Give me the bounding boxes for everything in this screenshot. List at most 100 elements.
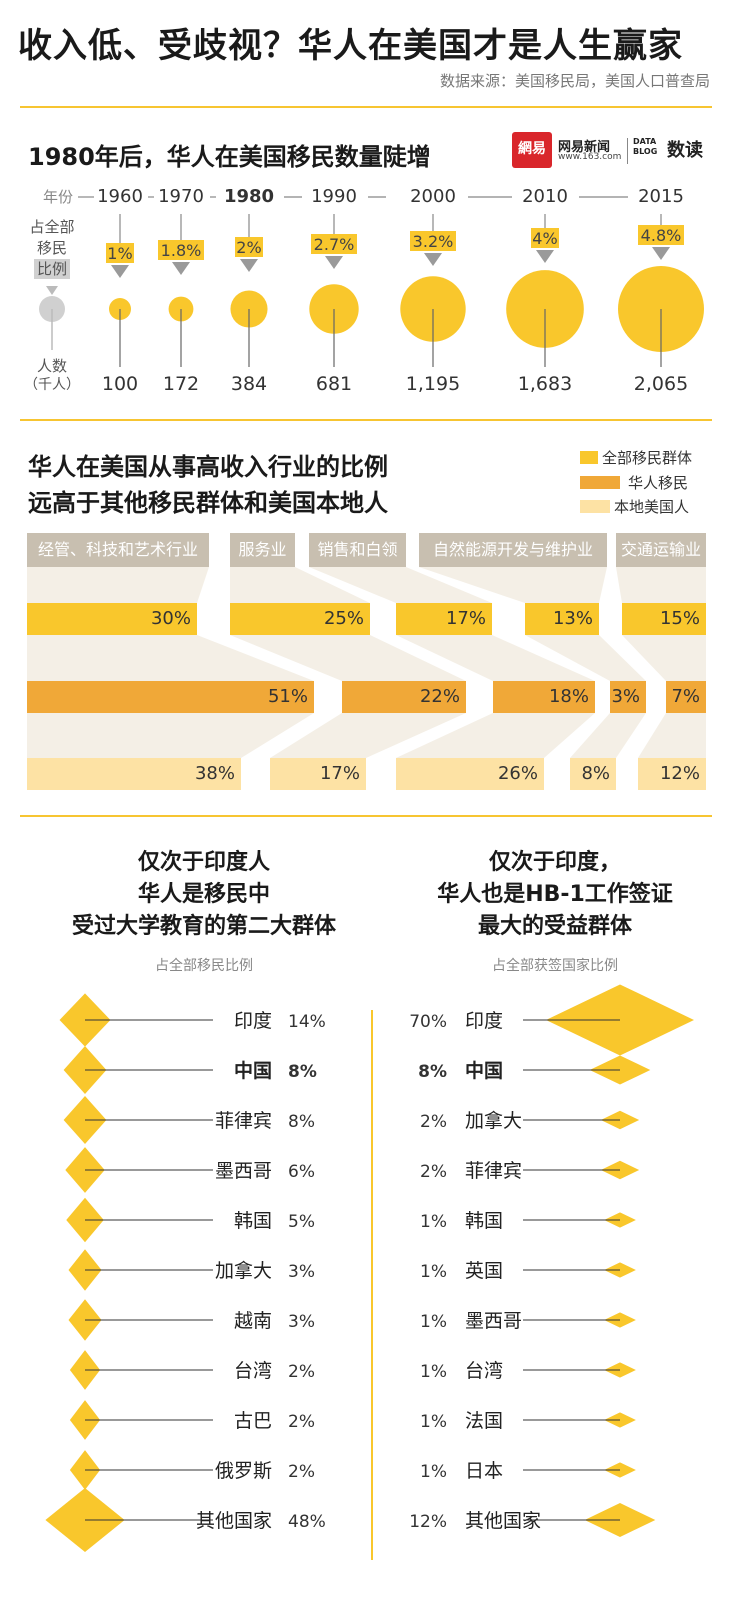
- label-right-其他国家: 其他国家: [465, 1510, 541, 1532]
- value-left-古巴: 2%: [288, 1412, 315, 1432]
- flow-cat-to-all: [309, 567, 492, 603]
- divider-top: [20, 106, 712, 108]
- population-2015: 2,065: [634, 373, 688, 395]
- share-box-1970: [158, 240, 204, 260]
- population-2010: 1,683: [518, 373, 572, 395]
- down-arrow-icon: [172, 262, 190, 275]
- legend-swatch-native: [580, 500, 610, 513]
- visa-title-line3: 最大的受益群体: [477, 914, 632, 939]
- flow-all-to-chinese: [622, 635, 706, 681]
- label-year: 年份: [43, 188, 73, 206]
- value-left-加拿大: 3%: [288, 1262, 315, 1282]
- legend-swatch-all: [580, 451, 598, 464]
- label-left-台湾: 台湾: [234, 1360, 272, 1382]
- year-label-1980: 1980: [224, 186, 274, 207]
- flow-chinese-to-native: [570, 713, 646, 758]
- value-left-菲律宾: 8%: [288, 1112, 315, 1132]
- label-left-加拿大: 加拿大: [215, 1259, 272, 1282]
- industry-flow-background: [27, 567, 706, 758]
- share-label-1970: 1.8%: [161, 241, 202, 260]
- visa-title-line2: 华人也是HB-1工作签证: [437, 882, 673, 907]
- value-right-法国: 1%: [420, 1412, 447, 1432]
- year-label-1960: 1960: [97, 186, 143, 207]
- category-service: 服务业: [230, 533, 295, 567]
- flow-cat-to-all: [27, 567, 209, 603]
- share-label-2000: 3.2%: [413, 232, 454, 251]
- value-right-中国: 8%: [418, 1062, 447, 1082]
- value-right-英国: 1%: [420, 1262, 447, 1282]
- bar-native-management: 38%: [27, 758, 241, 790]
- value-left-墨西哥: 6%: [288, 1162, 315, 1182]
- flow-all-to-chinese: [230, 635, 466, 681]
- legend-native-americans: 本地美国人: [614, 498, 690, 516]
- share-label-1960: 1%: [107, 244, 132, 263]
- netease-url: www.163.com: [558, 152, 622, 162]
- label-share-2: 移民: [37, 239, 67, 257]
- section2-title-line2: 远高于其他移民群体和美国本地人: [28, 489, 388, 517]
- education-title-line2: 华人是移民中: [137, 882, 270, 907]
- label-right-加拿大: 加拿大: [465, 1109, 522, 1132]
- bar-native-service: 17%: [270, 758, 366, 790]
- bar-chinese-resources: 3%: [610, 681, 646, 713]
- label-left-俄罗斯: 俄罗斯: [215, 1460, 272, 1482]
- value-right-加拿大: 2%: [420, 1112, 447, 1132]
- value-right-印度: 70%: [409, 1012, 447, 1032]
- bar-chinese-service: 22%: [342, 681, 466, 713]
- value-left-俄罗斯: 2%: [288, 1462, 315, 1482]
- label-right-印度: 印度: [465, 1010, 503, 1032]
- down-arrow-icon: [536, 250, 554, 263]
- netease-news-label: 网易新闻: [558, 140, 611, 155]
- population-1980: 384: [231, 373, 267, 395]
- down-arrow-icon: [652, 247, 670, 260]
- flow-cat-to-all: [616, 567, 706, 603]
- label-right-台湾: 台湾: [465, 1360, 503, 1382]
- value-left-韩国: 5%: [288, 1212, 315, 1232]
- category-natural-resources: 自然能源开发与维护业: [419, 533, 607, 567]
- category-management-tech-arts: 经管、科技和艺术行业: [27, 533, 209, 567]
- label-right-中国: 中国: [465, 1059, 503, 1082]
- flow-chinese-to-native: [27, 713, 314, 758]
- label-share-bg: [34, 259, 70, 279]
- data-source: 数据来源：美国移民局，美国人口普查局: [439, 72, 710, 90]
- flow-chinese-to-native: [396, 713, 595, 758]
- share-label-1980: 2%: [236, 238, 261, 257]
- label-count-2: （千人）: [24, 377, 80, 393]
- share-box-1980: [235, 237, 263, 257]
- population-1990: 681: [316, 373, 352, 395]
- legend-chinese-immigrants: 华人移民: [628, 474, 689, 492]
- label-left-墨西哥: 墨西哥: [215, 1160, 272, 1182]
- down-arrow-icon: [111, 265, 129, 278]
- education-title-line1: 仅次于印度人: [137, 850, 270, 875]
- label-right-法国: 法国: [465, 1410, 503, 1432]
- bubble-1990: [309, 284, 359, 334]
- label-left-韩国: 韩国: [234, 1210, 272, 1232]
- bar-chinese-sales: 18%: [493, 681, 595, 713]
- bar-chinese-management: 51%: [27, 681, 314, 713]
- flow-all-to-chinese: [27, 635, 314, 681]
- label-left-菲律宾: 菲律宾: [215, 1110, 272, 1132]
- bar-all-sales: 17%: [396, 603, 492, 635]
- value-right-日本: 1%: [420, 1462, 447, 1482]
- year-label-2015: 2015: [638, 186, 684, 207]
- value-left-中国: 8%: [288, 1062, 317, 1082]
- label-right-菲律宾: 菲律宾: [465, 1160, 522, 1182]
- diamond-charts: 印度 14% 中国 8% 菲律宾 8% 墨西哥 6% 韩国 5% 加拿大 3% 越南 3% 台湾 2% 古巴 2%…: [45, 984, 694, 1560]
- down-arrow-icon: [325, 256, 343, 269]
- value-right-台湾: 1%: [420, 1362, 447, 1382]
- share-box-2010: [531, 228, 559, 248]
- share-box-2015: [638, 225, 684, 245]
- down-arrow-icon: [240, 259, 258, 272]
- value-right-菲律宾: 2%: [420, 1162, 447, 1182]
- divider-2: [20, 815, 712, 817]
- bar-all-transport: 15%: [622, 603, 706, 635]
- page-title: 收入低、受歧视？华人在美国才是人生赢家: [18, 26, 683, 66]
- bar-all-resources: 13%: [525, 603, 599, 635]
- value-right-韩国: 1%: [420, 1212, 447, 1232]
- year-label-1970: 1970: [158, 186, 204, 207]
- year-label-2010: 2010: [522, 186, 568, 207]
- divider-1: [20, 419, 712, 421]
- value-left-越南: 3%: [288, 1312, 315, 1332]
- netease-logo-icon: 網易: [512, 132, 552, 168]
- bar-chinese-transport: 7%: [666, 681, 706, 713]
